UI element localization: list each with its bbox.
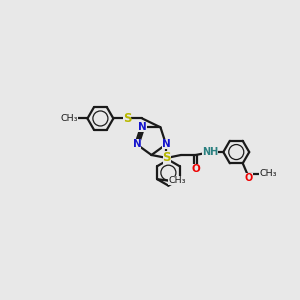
Text: O: O [191, 164, 200, 173]
Text: NH: NH [202, 147, 218, 157]
Text: N: N [162, 140, 170, 149]
Text: S: S [123, 112, 131, 125]
Text: O: O [244, 173, 253, 183]
Text: CH₃: CH₃ [259, 169, 277, 178]
Text: CH₃: CH₃ [168, 176, 186, 185]
Text: CH₃: CH₃ [60, 114, 78, 123]
Text: S: S [163, 152, 171, 164]
Text: N: N [138, 122, 147, 132]
Text: N: N [133, 140, 141, 149]
